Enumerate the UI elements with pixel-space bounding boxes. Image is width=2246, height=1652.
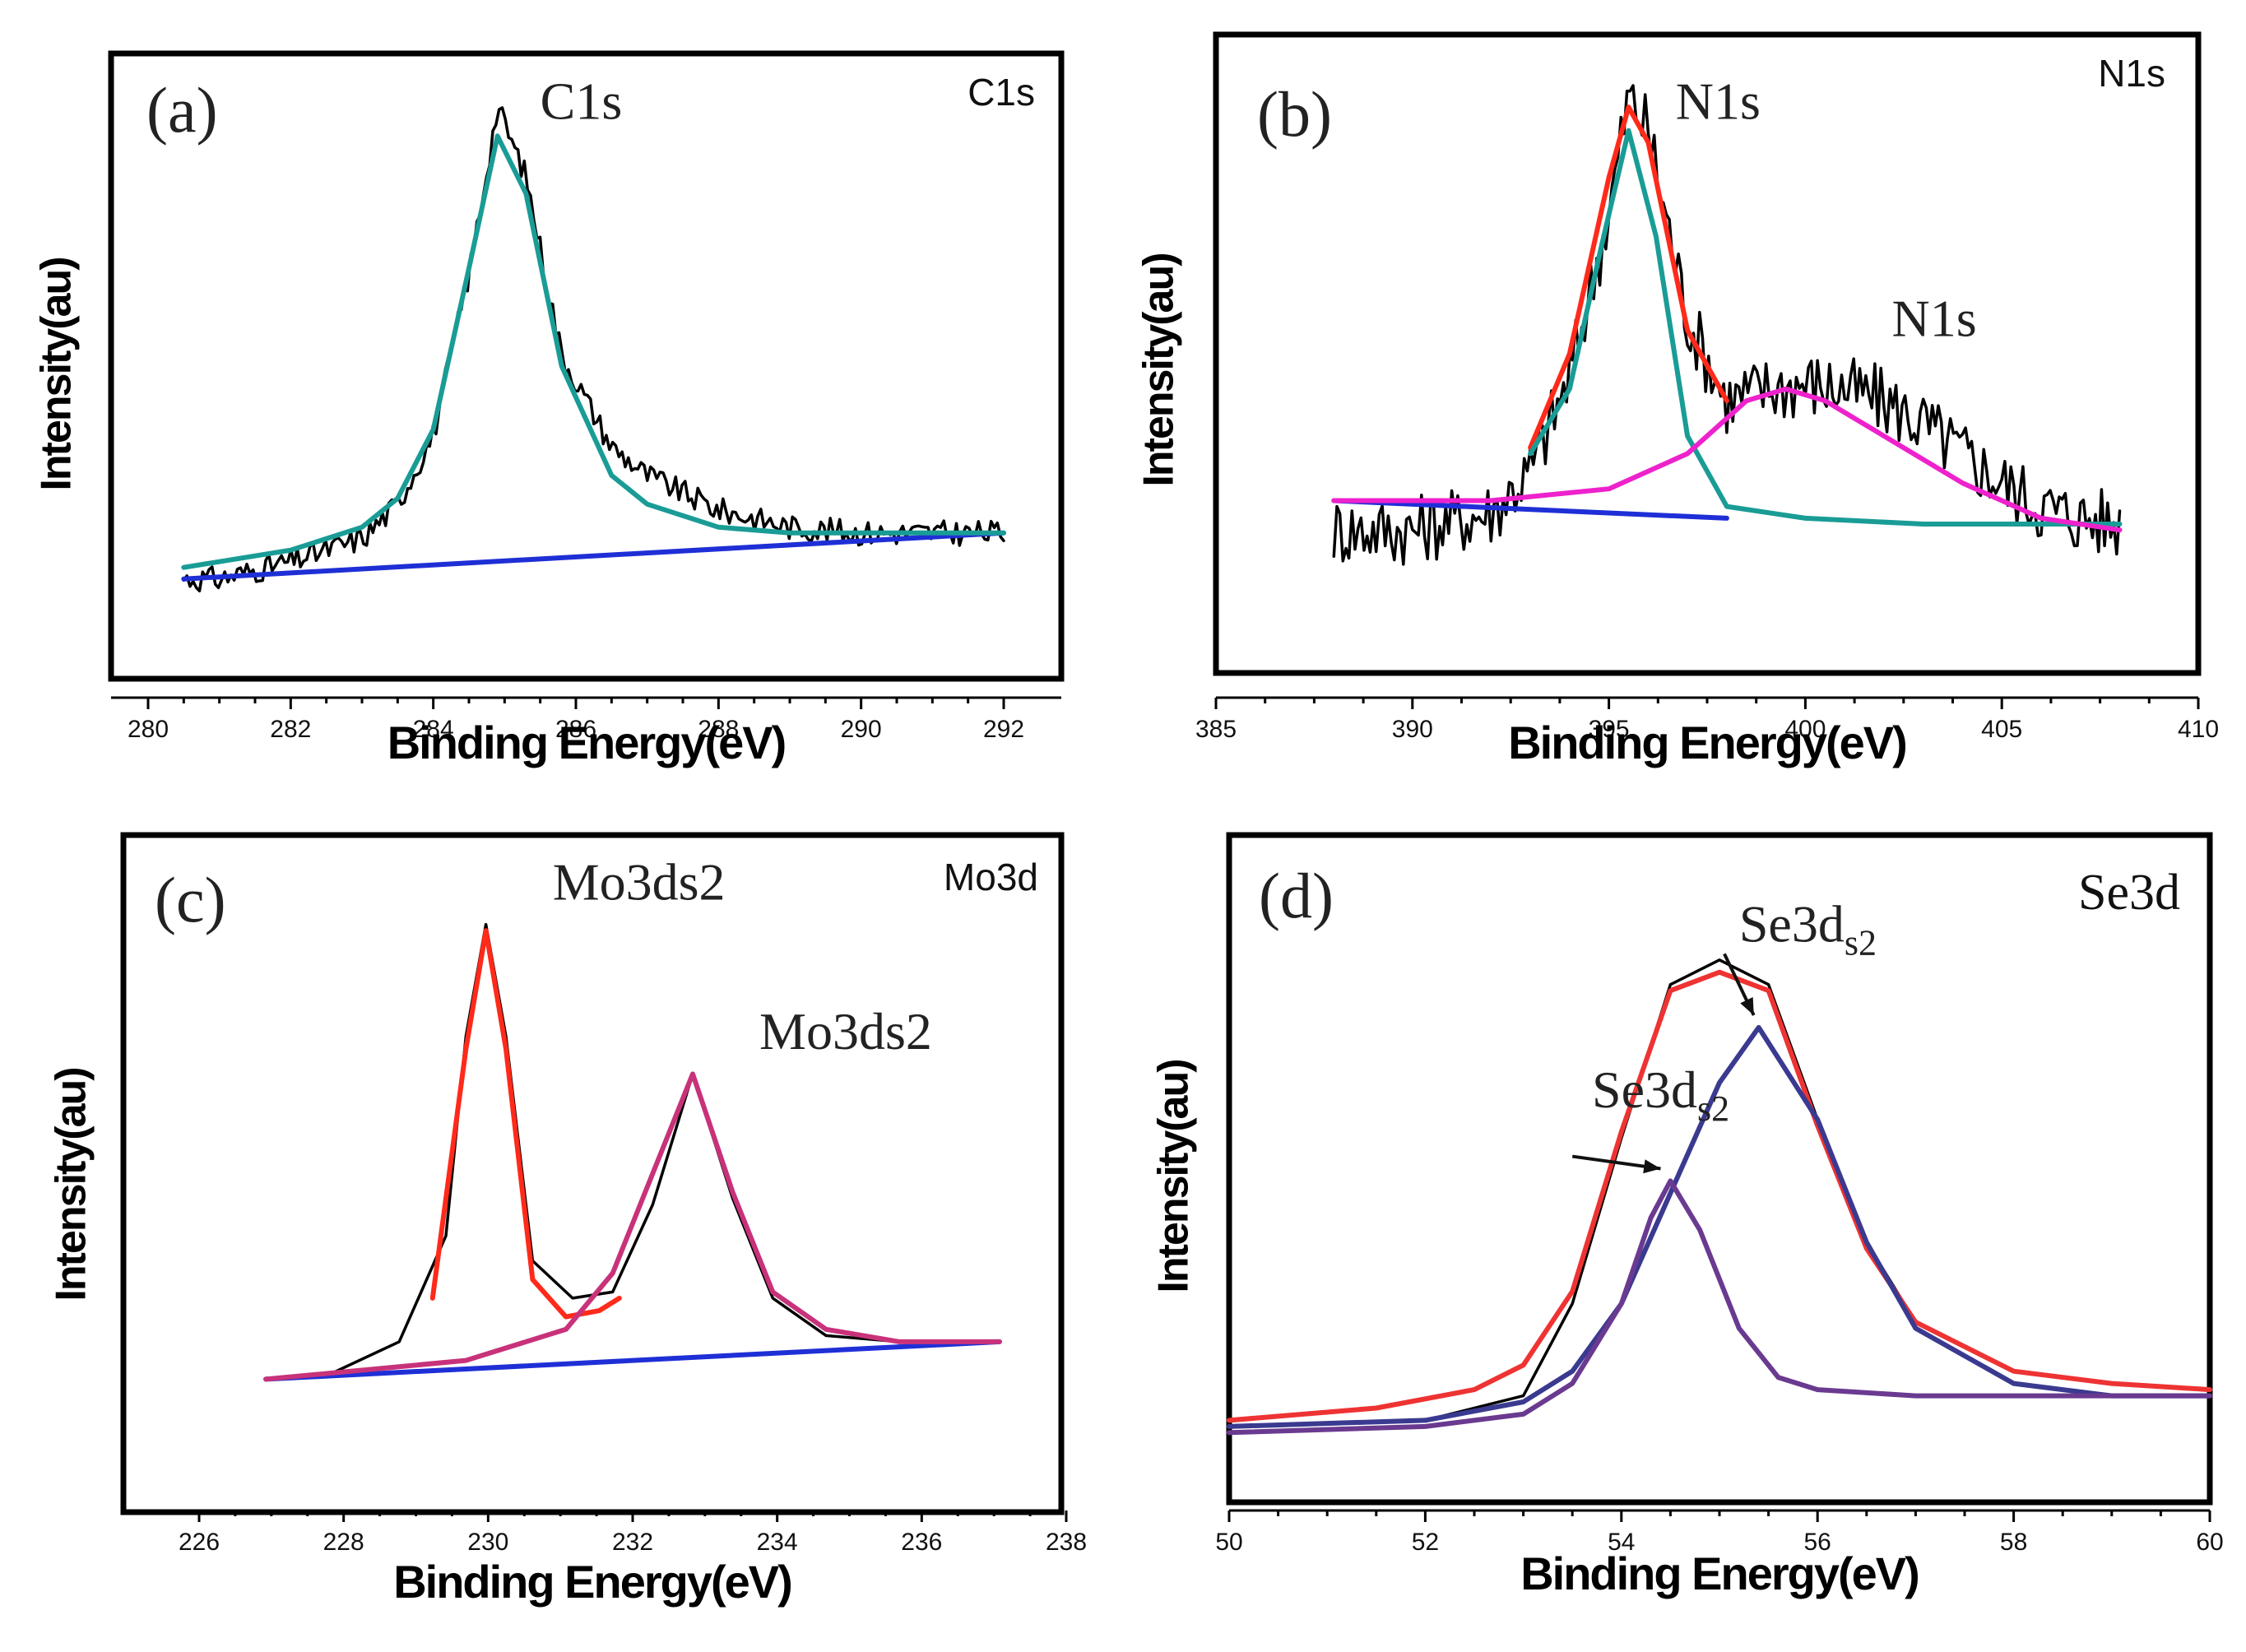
panel-label: (c) bbox=[155, 864, 226, 935]
plot-frame bbox=[1213, 31, 2202, 676]
x-tick-label: 228 bbox=[323, 1529, 364, 1556]
y-axis-title: Intensity(au) bbox=[48, 1068, 95, 1301]
peak-annotation: N1s bbox=[1891, 290, 1976, 348]
x-tick-label: 54 bbox=[1608, 1529, 1635, 1556]
series-raw-0 bbox=[1227, 958, 2211, 1428]
series-fit-2 bbox=[429, 928, 622, 1320]
peak-annotation: Mo3ds2 bbox=[553, 852, 726, 911]
series-baseline-1 bbox=[263, 1339, 1002, 1382]
series-fit-3 bbox=[1227, 1178, 2212, 1436]
x-axis-title: Binding Energy(eV) bbox=[1508, 717, 1906, 768]
plot-frame bbox=[108, 50, 1065, 682]
x-tick-label: 226 bbox=[179, 1529, 220, 1556]
annotation-arrowhead bbox=[1740, 996, 1754, 1015]
peak-annotation: Se3ds2 bbox=[1739, 894, 1877, 963]
y-axis-title: Intensity(au) bbox=[1150, 1060, 1198, 1292]
x-axis-title: Binding Energy(eV) bbox=[387, 717, 786, 768]
x-tick-label: 282 bbox=[270, 716, 311, 743]
x-tick-label: 286 bbox=[555, 716, 596, 743]
series-fit-2 bbox=[181, 133, 1006, 570]
x-tick-label: 290 bbox=[841, 716, 882, 743]
x-tick-label: 284 bbox=[413, 716, 454, 743]
element-label: N1s bbox=[2098, 52, 2165, 95]
series-fit-3 bbox=[1528, 128, 2123, 527]
plot-frame bbox=[120, 832, 1065, 1515]
x-tick-label: 230 bbox=[467, 1529, 508, 1556]
x-tick-label: 236 bbox=[901, 1529, 942, 1556]
x-tick-label: 50 bbox=[1215, 1529, 1242, 1556]
element-label: Mo3d bbox=[944, 856, 1038, 898]
panel-label: (d) bbox=[1259, 860, 1334, 931]
x-tick-label: 232 bbox=[612, 1529, 653, 1556]
panel-d: 50 52 54 56 58 60 Binding Energy(eV) Intensity(… bbox=[1150, 832, 2224, 1599]
panel-a: 280 282 284 286 288 290 292 Binding Energy(eV) I… bbox=[33, 50, 1065, 768]
plot-frame bbox=[1226, 832, 2213, 1506]
x-tick-label: 60 bbox=[2196, 1529, 2223, 1556]
x-tick-label: 405 bbox=[1981, 716, 2022, 743]
element-label: C1s bbox=[968, 71, 1035, 114]
series-fit-4 bbox=[1331, 386, 2123, 533]
panel-b: 385 390 395 400 405 410 Binding Energy(eV) Inte… bbox=[1135, 31, 2219, 768]
x-tick-label: 238 bbox=[1046, 1529, 1087, 1556]
x-tick-label: 234 bbox=[757, 1529, 798, 1556]
panel-c: 226 228 230 232 234 236 238 Binding Energy(eV) I… bbox=[48, 832, 1087, 1608]
peak-annotation: Mo3ds2 bbox=[759, 1002, 932, 1060]
y-axis-title: Intensity(au) bbox=[1135, 253, 1183, 486]
x-tick-label: 390 bbox=[1392, 716, 1433, 743]
x-tick-label: 395 bbox=[1589, 716, 1630, 743]
x-tick-label: 52 bbox=[1412, 1529, 1439, 1556]
x-tick-label: 280 bbox=[128, 716, 169, 743]
x-tick-label: 410 bbox=[2178, 716, 2219, 743]
series-fit-3 bbox=[263, 1071, 1002, 1382]
x-tick-label: 288 bbox=[698, 716, 739, 743]
series-raw-0 bbox=[264, 922, 1001, 1381]
element-label: Se3d bbox=[2078, 865, 2180, 921]
series-baseline-1 bbox=[1331, 498, 1729, 521]
y-axis-title: Intensity(au) bbox=[33, 258, 81, 490]
x-axis-title: Binding Energy(eV) bbox=[393, 1556, 791, 1608]
series-baseline-1 bbox=[181, 530, 1006, 582]
series-raw-0 bbox=[1332, 84, 2122, 566]
x-axis-title: Binding Energy(eV) bbox=[1520, 1548, 1919, 1599]
peak-annotation: N1s bbox=[1676, 72, 1761, 130]
series-raw-0 bbox=[182, 106, 1005, 593]
panel-label: (a) bbox=[146, 74, 218, 146]
peak-annotation: C1s bbox=[541, 72, 623, 130]
x-tick-label: 56 bbox=[1804, 1529, 1831, 1556]
series-envelope-1 bbox=[1227, 969, 2212, 1423]
panel-label: (b) bbox=[1257, 78, 1332, 150]
peak-annotation: Se3ds2 bbox=[1592, 1060, 1729, 1129]
x-tick-label: 400 bbox=[1784, 716, 1826, 743]
series-envelope-2 bbox=[1528, 104, 1729, 451]
x-tick-label: 58 bbox=[2000, 1529, 2027, 1556]
x-tick-label: 385 bbox=[1195, 716, 1237, 743]
x-tick-label: 292 bbox=[983, 716, 1024, 743]
annotation-arrowhead bbox=[1643, 1159, 1661, 1174]
series-fit-2 bbox=[1227, 1024, 2212, 1429]
